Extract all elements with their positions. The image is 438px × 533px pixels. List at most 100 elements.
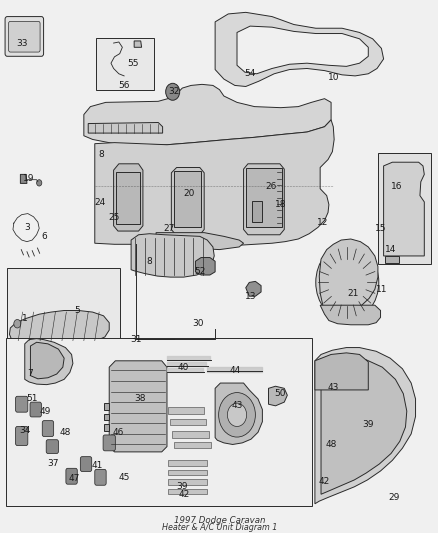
Circle shape — [327, 259, 366, 306]
Text: 7: 7 — [28, 369, 33, 378]
Polygon shape — [113, 164, 143, 231]
Polygon shape — [103, 403, 109, 409]
Text: 34: 34 — [19, 426, 30, 435]
FancyBboxPatch shape — [5, 17, 43, 56]
Text: 51: 51 — [26, 394, 38, 403]
Text: 8: 8 — [98, 150, 104, 159]
Polygon shape — [95, 120, 333, 245]
Text: 42: 42 — [318, 477, 329, 486]
Text: 24: 24 — [95, 198, 106, 207]
Text: 21: 21 — [346, 288, 358, 297]
Polygon shape — [173, 171, 201, 228]
Text: 11: 11 — [375, 285, 386, 294]
Polygon shape — [237, 26, 367, 74]
Circle shape — [165, 83, 179, 100]
FancyBboxPatch shape — [66, 469, 77, 484]
Text: 26: 26 — [265, 182, 276, 190]
Text: 54: 54 — [244, 69, 255, 78]
FancyBboxPatch shape — [80, 457, 92, 472]
FancyBboxPatch shape — [15, 426, 28, 446]
Polygon shape — [103, 435, 109, 441]
Polygon shape — [384, 256, 398, 263]
Text: 47: 47 — [68, 474, 80, 483]
Text: 27: 27 — [163, 224, 174, 233]
Text: 29: 29 — [388, 493, 399, 502]
Text: 48: 48 — [60, 428, 71, 437]
Text: 56: 56 — [118, 81, 130, 90]
Polygon shape — [103, 414, 109, 420]
Bar — [7, 268, 120, 346]
Text: 32: 32 — [167, 87, 179, 96]
FancyBboxPatch shape — [46, 440, 58, 454]
Text: 13: 13 — [245, 292, 256, 301]
Polygon shape — [195, 257, 215, 275]
Polygon shape — [383, 162, 424, 256]
Text: 44: 44 — [229, 366, 240, 375]
Text: 49: 49 — [39, 407, 51, 416]
Bar — [96, 38, 153, 90]
Circle shape — [14, 319, 21, 328]
Polygon shape — [84, 84, 330, 145]
Text: 14: 14 — [384, 245, 395, 254]
Bar — [6, 338, 311, 506]
Text: 12: 12 — [316, 217, 327, 227]
Circle shape — [36, 180, 42, 186]
Polygon shape — [171, 167, 204, 235]
Text: 10: 10 — [327, 73, 338, 82]
Text: 6: 6 — [42, 232, 47, 241]
Text: 42: 42 — [178, 490, 190, 499]
Text: Heater & A/C Unit Diagram 1: Heater & A/C Unit Diagram 1 — [162, 522, 276, 531]
Text: 5: 5 — [74, 306, 80, 315]
Text: 3: 3 — [24, 223, 30, 232]
Polygon shape — [314, 353, 367, 390]
Text: 39: 39 — [362, 420, 373, 429]
Polygon shape — [10, 311, 109, 342]
FancyBboxPatch shape — [103, 435, 115, 451]
Polygon shape — [103, 424, 109, 431]
Polygon shape — [131, 233, 214, 277]
Text: 8: 8 — [146, 257, 152, 266]
Polygon shape — [88, 123, 162, 133]
Text: 33: 33 — [16, 38, 28, 47]
Text: 48: 48 — [325, 440, 336, 449]
Text: 45: 45 — [118, 473, 130, 482]
Polygon shape — [318, 239, 377, 311]
Circle shape — [315, 244, 378, 320]
Text: 41: 41 — [91, 461, 102, 470]
FancyBboxPatch shape — [15, 397, 28, 412]
Text: 40: 40 — [177, 362, 189, 372]
Polygon shape — [268, 386, 287, 406]
Text: 18: 18 — [274, 200, 286, 209]
Text: 52: 52 — [194, 268, 205, 276]
Polygon shape — [245, 281, 261, 296]
Text: 30: 30 — [192, 319, 204, 328]
Polygon shape — [215, 383, 262, 445]
Polygon shape — [215, 12, 383, 86]
Circle shape — [218, 393, 255, 437]
FancyBboxPatch shape — [30, 402, 41, 417]
Polygon shape — [109, 361, 166, 452]
Text: 43: 43 — [327, 383, 338, 392]
FancyBboxPatch shape — [9, 21, 40, 52]
Text: 15: 15 — [374, 224, 385, 233]
Circle shape — [227, 403, 246, 426]
Text: 50: 50 — [273, 389, 285, 398]
Bar — [377, 153, 430, 264]
Text: 31: 31 — [131, 335, 142, 344]
Polygon shape — [116, 172, 140, 224]
Polygon shape — [25, 338, 73, 385]
Text: 38: 38 — [134, 394, 145, 403]
FancyBboxPatch shape — [42, 421, 53, 437]
Text: 46: 46 — [112, 428, 124, 437]
Polygon shape — [252, 201, 262, 222]
Polygon shape — [134, 41, 141, 47]
Text: 1: 1 — [22, 314, 28, 323]
Text: 43: 43 — [231, 401, 242, 410]
Polygon shape — [314, 348, 415, 504]
Polygon shape — [155, 232, 243, 249]
Text: 39: 39 — [176, 482, 187, 491]
Text: 1997 Dodge Caravan: 1997 Dodge Caravan — [173, 516, 265, 525]
Polygon shape — [20, 174, 27, 183]
Text: 37: 37 — [47, 459, 59, 468]
Text: 55: 55 — [127, 59, 138, 68]
